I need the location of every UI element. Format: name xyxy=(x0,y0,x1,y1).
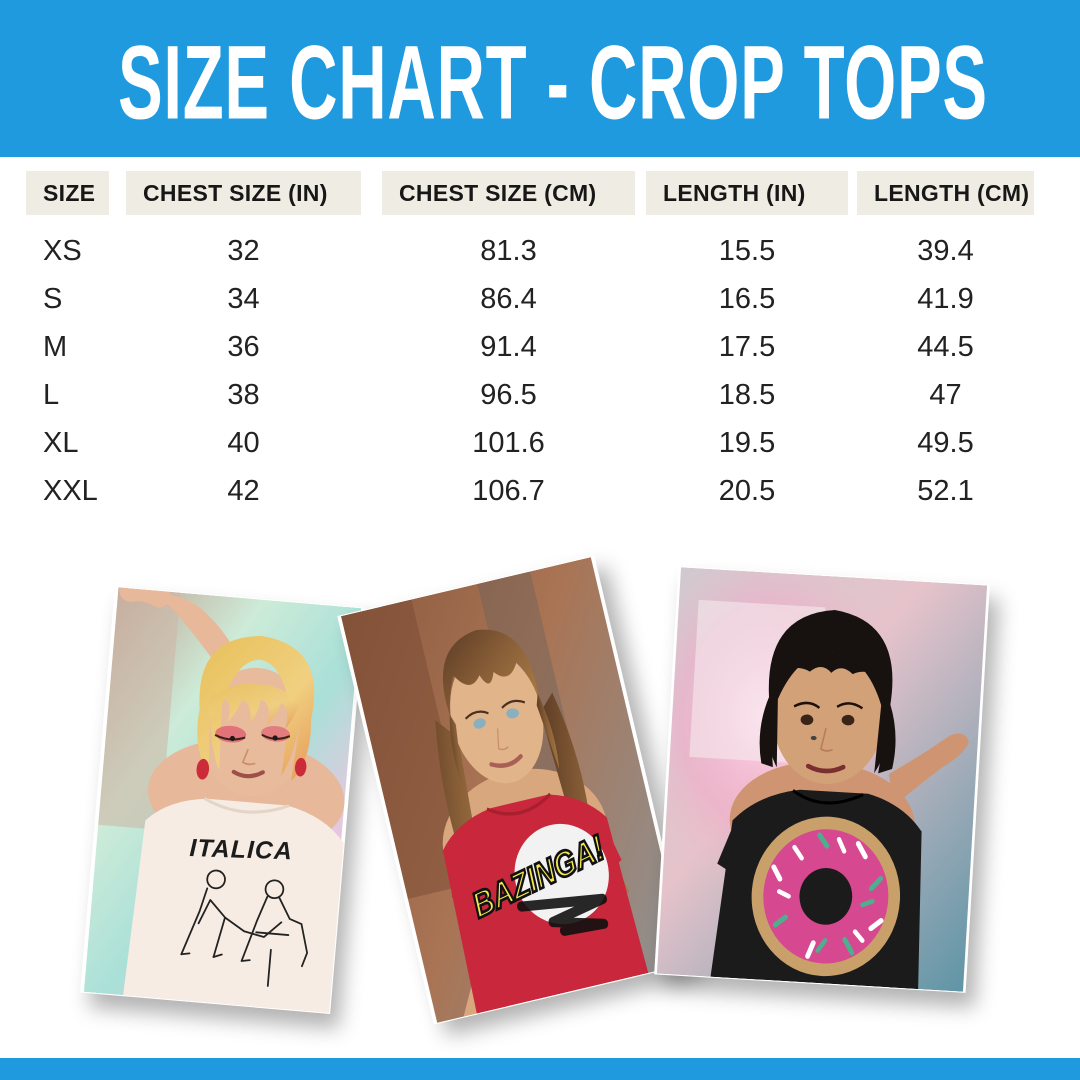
svg-text:ITALICA: ITALICA xyxy=(189,835,293,865)
